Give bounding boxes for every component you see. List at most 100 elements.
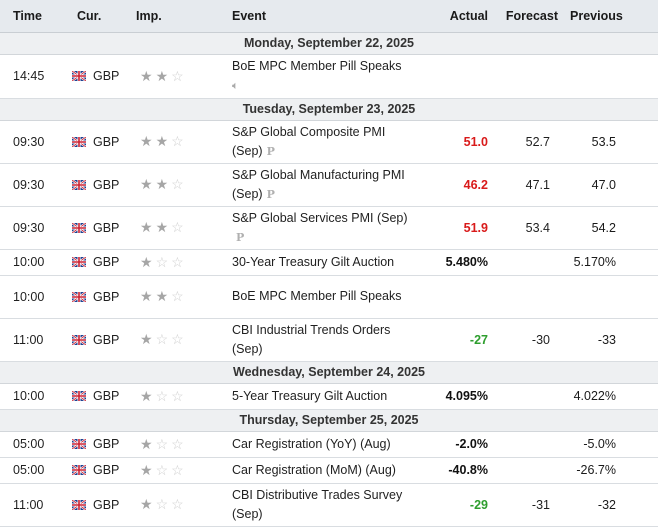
event-cell[interactable]: BoE MPC Member Pill Speaks 🔈︎ [224, 54, 416, 99]
event-row[interactable]: 14:45 GBP ★★☆ BoE MPC Member Pill Speaks 🔈︎ [0, 54, 658, 99]
date-header-row: Thursday, September 25, 2025 [0, 409, 658, 432]
importance-stars: ★☆☆ [140, 496, 187, 512]
star-empty-icon: ☆ [171, 331, 187, 347]
importance-stars: ★★☆ [140, 288, 187, 304]
event-cell[interactable]: 5-Year Treasury Gilt Auction [224, 383, 416, 410]
forecast-value: 47.1 [494, 163, 564, 207]
star-filled-icon: ★ [140, 176, 156, 192]
event-cell[interactable]: S&P Global Services PMI (Sep) P [224, 206, 416, 250]
importance-cell: ★★☆ [134, 120, 224, 164]
event-row[interactable]: 11:00 GBP ★☆☆ CBI Industrial Trends Orders(… [0, 318, 658, 362]
event-time: 09:30 [0, 163, 66, 207]
column-header-importance[interactable]: Imp. [134, 0, 224, 33]
event-row[interactable]: 09:30 GBP ★★☆ S&P Global Manufacturing PMI(… [0, 163, 658, 207]
date-header-row: Monday, September 22, 2025 [0, 32, 658, 55]
importance-stars: ★★☆ [140, 68, 187, 84]
event-row[interactable]: 10:00 GBP ★★☆ BoE MPC Member Pill Speaks [0, 275, 658, 319]
column-header-previous[interactable]: Previous [564, 0, 658, 33]
actual-value: 46.2 [416, 163, 494, 207]
currency-code: GBP [93, 289, 120, 304]
previous-value: 47.0 [564, 163, 658, 207]
preliminary-icon[interactable]: P [266, 187, 275, 201]
event-row[interactable]: 11:00 GBP ★☆☆ CBI Distributive Trades Surve… [0, 483, 658, 527]
actual-value: 51.0 [416, 120, 494, 164]
currency-cell: GBP [66, 483, 134, 527]
previous-value: -32 [564, 483, 658, 527]
actual-value [416, 275, 494, 319]
star-empty-icon: ☆ [171, 219, 187, 235]
actual-value: 4.095% [416, 383, 494, 410]
actual-value: 5.480% [416, 249, 494, 276]
actual-value: -40.8% [416, 457, 494, 484]
forecast-value: 53.4 [494, 206, 564, 250]
event-name: BoE MPC Member Pill Speaks [232, 289, 402, 303]
uk-flag-icon [71, 390, 87, 402]
event-name: CBI Distributive Trades Survey [232, 487, 403, 502]
forecast-value [494, 54, 564, 99]
importance-cell: ★☆☆ [134, 383, 224, 410]
star-filled-icon: ★ [155, 219, 172, 235]
event-time: 09:30 [0, 120, 66, 164]
previous-value: -33 [564, 318, 658, 362]
header-row: Time Cur. Imp. Event Actual Forecast Pre… [0, 0, 658, 33]
currency-code: GBP [93, 220, 120, 235]
currency-code: GBP [93, 497, 120, 512]
previous-value [564, 54, 658, 99]
currency-code: GBP [93, 134, 120, 149]
event-row[interactable]: 09:30 GBP ★★☆ S&P Global Services PMI (Sep)… [0, 206, 658, 250]
forecast-value [494, 457, 564, 484]
star-filled-icon: ★ [155, 288, 172, 304]
star-filled-icon: ★ [140, 435, 156, 452]
event-row[interactable]: 09:30 GBP ★★☆ S&P Global Composite PMI (Sep)… [0, 120, 658, 164]
event-row[interactable]: 10:00 GBP ★☆☆ 30-Year Treasury Gilt Auction… [0, 249, 658, 276]
event-cell[interactable]: CBI Distributive Trades Survey (Sep) [224, 483, 416, 527]
event-cell[interactable]: BoE MPC Member Pill Speaks [224, 275, 416, 319]
event-time: 09:30 [0, 206, 66, 250]
previous-value: 54.2 [564, 206, 658, 250]
event-cell[interactable]: Car Registration (MoM) (Aug) [224, 457, 416, 484]
star-empty-icon: ☆ [155, 387, 172, 404]
column-header-forecast[interactable]: Forecast [494, 0, 564, 33]
importance-cell: ★☆☆ [134, 249, 224, 276]
event-cell[interactable]: Car Registration (YoY) (Aug) [224, 431, 416, 458]
event-cell[interactable]: S&P Global Manufacturing PMI (Sep) P [224, 163, 416, 207]
currency-cell: GBP [66, 163, 134, 207]
event-name: 5-Year Treasury Gilt Auction [232, 388, 388, 403]
previous-value [564, 275, 658, 319]
column-header-currency[interactable]: Cur. [66, 0, 134, 33]
currency-cell: GBP [66, 275, 134, 319]
importance-stars: ★★☆ [140, 219, 187, 235]
previous-value: -26.7% [564, 457, 658, 484]
forecast-value [494, 431, 564, 458]
star-filled-icon: ★ [140, 461, 156, 478]
uk-flag-icon [71, 178, 87, 191]
importance-cell: ★☆☆ [134, 457, 224, 484]
column-header-event[interactable]: Event [224, 0, 416, 33]
importance-cell: ★☆☆ [134, 318, 224, 362]
uk-flag-icon [71, 464, 87, 476]
star-empty-icon: ☆ [155, 253, 172, 270]
event-time: 11:00 [0, 483, 66, 527]
event-row[interactable]: 05:00 GBP ★☆☆ Car Registration (YoY) (Aug) -… [0, 431, 658, 458]
speaker-icon[interactable]: 🔈︎ [232, 79, 239, 92]
importance-cell: ★★☆ [134, 275, 224, 319]
event-cell[interactable]: CBI Industrial Trends Orders (Sep) [224, 318, 416, 362]
column-header-time[interactable]: Time [0, 0, 66, 33]
event-cell[interactable]: S&P Global Composite PMI (Sep) P [224, 120, 416, 164]
preliminary-icon[interactable]: P [236, 230, 245, 244]
date-label: Wednesday, September 24, 2025 [0, 361, 658, 384]
event-time: 11:00 [0, 318, 66, 362]
importance-cell: ★★☆ [134, 206, 224, 250]
forecast-value: -30 [494, 318, 564, 362]
star-empty-icon: ☆ [171, 176, 187, 192]
event-time: 05:00 [0, 457, 66, 484]
event-row[interactable]: 05:00 GBP ★☆☆ Car Registration (MoM) (Aug) -… [0, 457, 658, 484]
column-header-actual[interactable]: Actual [416, 0, 494, 33]
currency-cell: GBP [66, 120, 134, 164]
event-row[interactable]: 10:00 GBP ★☆☆ 5-Year Treasury Gilt Auction 4… [0, 383, 658, 410]
preliminary-icon[interactable]: P [266, 144, 275, 158]
event-cell[interactable]: 30-Year Treasury Gilt Auction [224, 249, 416, 276]
importance-cell: ★★☆ [134, 54, 224, 99]
event-name: Car Registration (YoY) (Aug) [232, 436, 391, 451]
